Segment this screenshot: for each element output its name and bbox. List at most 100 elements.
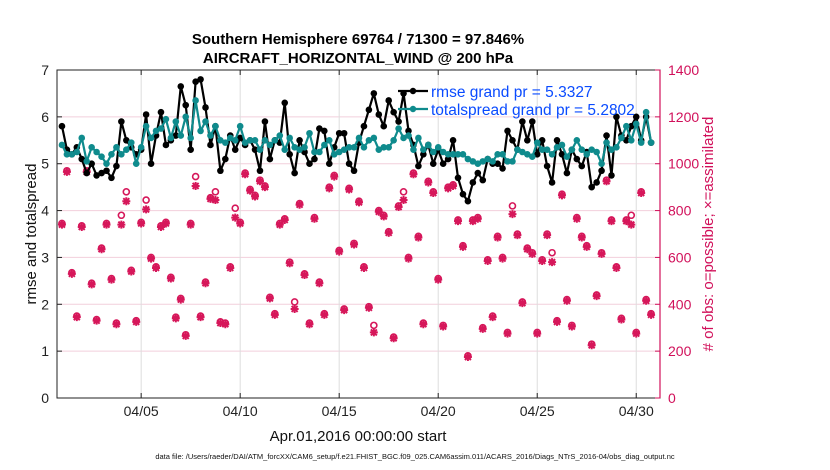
totalspread-point: [375, 146, 383, 153]
rmse-point: [613, 113, 620, 121]
totalspread-point: [573, 136, 581, 144]
obs-assimilated-marker: [57, 220, 66, 229]
obs-assimilated-marker: [275, 220, 284, 229]
totalspread-point: [286, 134, 293, 142]
obs-assimilated-marker: [463, 353, 472, 361]
obs-assimilated-marker: [582, 242, 591, 251]
y-tick-label: 7: [41, 62, 49, 78]
obs-assimilated-marker: [72, 313, 81, 322]
obs-assimilated-marker: [270, 310, 279, 319]
x-axis-label: Apr.01,2016 00:00:00 start: [270, 428, 448, 445]
legend-rmse-marker: [409, 87, 417, 95]
rmse-point: [266, 155, 274, 163]
obs-assimilated-marker: [156, 222, 165, 231]
obs-assimilated-marker: [369, 328, 378, 337]
obs-assimilated-marker: [295, 200, 304, 209]
rmse-point: [519, 118, 526, 125]
obs-assimilated-marker: [617, 315, 626, 324]
obs-assimilated-marker: [354, 198, 363, 207]
totalspread-point: [157, 125, 165, 132]
totalspread-point: [449, 151, 457, 158]
obs-assimilated-marker: [394, 203, 403, 212]
totalspread-point: [167, 134, 175, 142]
obs-assimilated-marker: [384, 228, 393, 237]
rmse-point: [286, 151, 293, 158]
totalspread-point: [68, 151, 76, 158]
totalspread-point: [494, 151, 501, 158]
obs-assimilated-marker: [127, 267, 136, 276]
totalspread-point: [246, 136, 254, 144]
totalspread-point: [538, 146, 546, 153]
y2-tick-label: 600: [668, 249, 692, 265]
totalspread-point: [429, 148, 437, 156]
obs-assimilated-marker: [548, 258, 557, 267]
rmse-point: [296, 136, 303, 144]
rmse-point: [558, 151, 566, 158]
totalspread-point: [217, 136, 224, 144]
totalspread-point: [642, 108, 650, 116]
obs-assimilated-marker: [280, 215, 289, 224]
obs-assimilated-marker: [518, 299, 527, 308]
rmse-point: [202, 104, 209, 111]
obs-assimilated-marker: [191, 181, 200, 190]
obs-possible-marker: [548, 248, 556, 257]
obs-assimilated-marker: [538, 256, 547, 265]
y2-tick-label: 200: [668, 343, 692, 359]
rmse-point: [192, 78, 199, 86]
rmse-point: [439, 160, 447, 168]
totalspread-point: [543, 146, 551, 153]
rmse-point: [261, 118, 269, 125]
totalspread-point: [439, 148, 447, 156]
obs-assimilated-marker: [290, 304, 299, 313]
obs-assimilated-marker: [176, 295, 185, 304]
obs-assimilated-marker: [458, 242, 467, 251]
obs-assimilated-marker: [409, 170, 418, 179]
obs-assimilated-marker: [112, 320, 121, 329]
rmse-point: [222, 155, 229, 163]
totalspread-point: [469, 158, 477, 165]
totalspread-point: [147, 134, 155, 142]
totalspread-point: [345, 144, 353, 151]
y-tick-label: 6: [41, 109, 49, 125]
totalspread-point: [583, 151, 591, 158]
axis-ticks: 0 1 2 3 4 5 6 7 0 200 400 600 800 1000 1200 1400 04/05 04…: [41, 62, 699, 419]
totalspread-point: [479, 158, 487, 165]
obs-assimilated-marker: [132, 317, 141, 326]
obs-assimilated-marker: [226, 263, 235, 272]
totalspread-point: [316, 148, 323, 156]
rmse-point: [182, 101, 190, 109]
obs-assimilated-marker: [434, 275, 443, 284]
x-tick-label: 04/15: [322, 403, 357, 419]
obs-assimilated-marker: [320, 310, 329, 319]
rmse-point: [340, 129, 348, 137]
obs-assimilated-marker: [429, 189, 438, 197]
totalspread-point: [647, 139, 655, 146]
totalspread-point: [598, 160, 605, 168]
rmse-point: [375, 111, 383, 118]
totalspread-point: [306, 129, 313, 137]
obs-assimilated-marker: [508, 210, 517, 219]
totalspread-point: [98, 153, 105, 160]
totalspread-point: [113, 144, 120, 151]
obs-assimilated-marker: [241, 170, 250, 179]
obs-assimilated-marker: [196, 313, 205, 322]
obs-assimilated-marker: [107, 275, 116, 284]
obs-assimilated-marker: [186, 220, 195, 229]
rmse-point: [553, 136, 561, 144]
totalspread-point: [182, 113, 190, 121]
obs-possible-marker: [290, 298, 299, 306]
obs-assimilated-marker: [488, 313, 497, 322]
totalspread-point: [400, 134, 407, 142]
totalspread-point: [454, 151, 462, 158]
obs-assimilated-marker: [553, 317, 562, 326]
obs-assimilated-marker: [607, 217, 616, 226]
totalspread-point: [276, 132, 284, 139]
rmse-point: [415, 162, 422, 170]
totalspread-point: [325, 136, 333, 144]
totalspread-point: [236, 122, 244, 130]
obs-assimilated-marker: [528, 249, 537, 258]
obs-possible-marker: [508, 202, 517, 210]
obs-assimilated-marker: [117, 220, 126, 229]
rmse-point: [593, 179, 600, 186]
obs-assimilated-marker: [221, 320, 230, 329]
